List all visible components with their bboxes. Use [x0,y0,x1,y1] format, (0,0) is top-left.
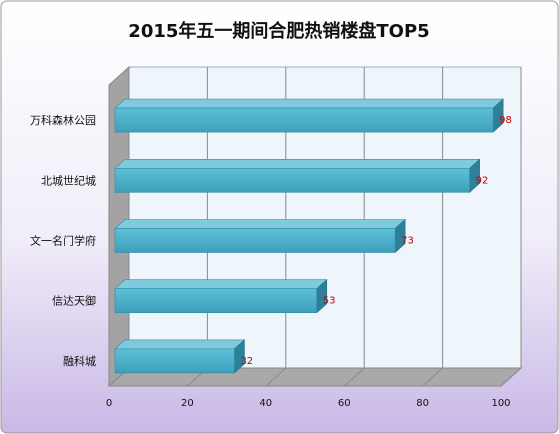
bar-front-face [114,168,470,193]
bar-top-face [114,339,246,350]
category-label: 文一名门学府 [30,234,96,248]
x-tick-label: 80 [416,398,429,409]
bar-top-face [114,279,328,290]
x-tick-label: 20 [181,398,194,409]
bar-front-face [114,348,235,374]
floor-gridline-60 [343,367,365,387]
bar-top-face [114,159,481,169]
category-label: 融科城 [63,354,96,368]
data-label: 92 [476,175,489,186]
bar-top-face [114,219,406,229]
bars-group [114,98,504,374]
bar-front-face [114,107,494,133]
category-label: 北城世纪城 [41,174,96,187]
bar-top-face [114,98,504,109]
bar-3 [114,218,406,254]
data-label: 98 [499,115,512,126]
data-labels: 98 92 73 53 32 [240,115,511,367]
x-tick-label: 40 [259,398,272,409]
bar-4 [114,279,328,314]
floor-gridline-80 [422,367,443,387]
x-tick-label: 60 [338,398,351,409]
bar-1 [114,98,504,133]
category-label: 万科森林公园 [30,113,96,127]
chart-title: 2015年五一期间合肥热销楼盘TOP5 [128,20,429,42]
bar-5 [114,339,246,374]
bar-front-face [114,228,396,253]
bar-front-face [114,288,318,314]
x-tick-label: 100 [491,398,510,409]
floor-gridline-40 [265,367,287,387]
category-label: 信达天御 [52,294,96,308]
x-axis-tick-labels: 0 20 40 60 80 100 [106,398,511,409]
data-label: 73 [401,236,414,247]
bar-2 [114,158,481,193]
data-label: 32 [240,356,253,367]
floor-gridline-100 [500,367,522,387]
x-tick-label: 0 [106,398,112,409]
data-label: 53 [323,296,336,307]
